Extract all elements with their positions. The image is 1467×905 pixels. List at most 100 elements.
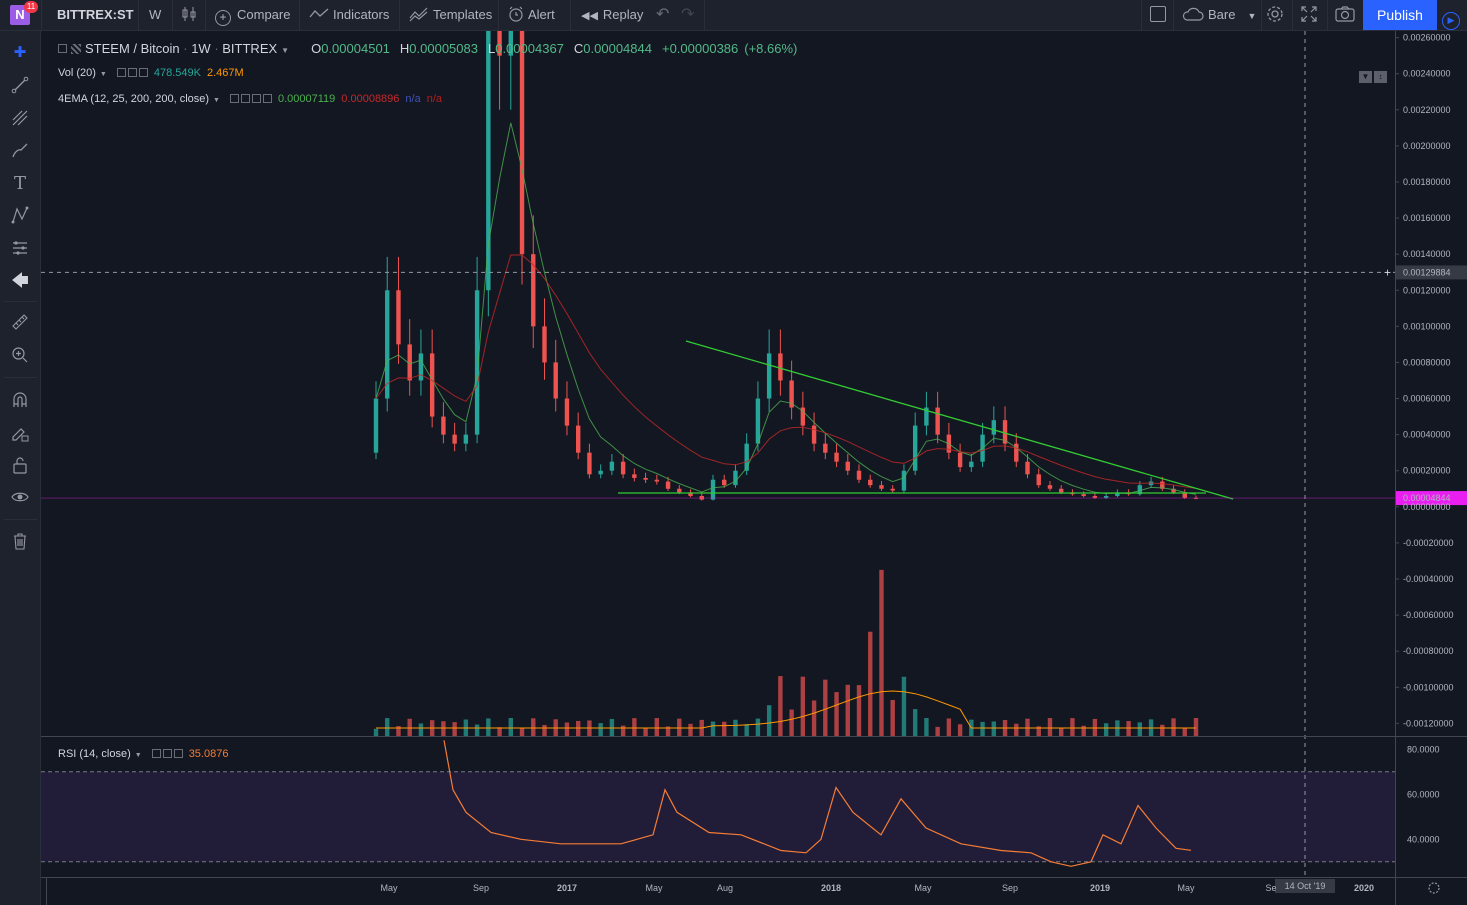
snapshot-button[interactable] bbox=[1335, 0, 1355, 30]
ohlc-open-label: O bbox=[311, 41, 322, 56]
cloud-icon bbox=[1182, 7, 1204, 21]
stay-drawing-tool[interactable] bbox=[10, 424, 30, 444]
candle-body bbox=[890, 488, 895, 491]
eye-icon[interactable] bbox=[229, 94, 239, 103]
toolbar-divider bbox=[299, 0, 300, 30]
trendline-tool[interactable] bbox=[10, 76, 30, 96]
interval-selector[interactable]: W bbox=[149, 7, 162, 22]
chevron-down-icon[interactable]: ▼ bbox=[281, 46, 290, 55]
fullscreen-button[interactable] bbox=[1301, 0, 1317, 30]
pitchfork-tool[interactable] bbox=[10, 109, 30, 129]
last-price-box bbox=[1396, 491, 1467, 506]
volume-bar bbox=[744, 724, 749, 736]
crosshair-tool[interactable]: ✚ bbox=[10, 43, 30, 63]
volume-bar bbox=[564, 722, 570, 736]
chart-type-button[interactable] bbox=[182, 0, 196, 30]
settings-button[interactable] bbox=[1266, 0, 1284, 30]
visibility-tool[interactable] bbox=[10, 488, 30, 508]
close-icon[interactable] bbox=[262, 94, 272, 103]
close-icon[interactable] bbox=[138, 68, 148, 77]
notification-badge: 11 bbox=[24, 1, 38, 13]
legend-interval: 1W bbox=[191, 41, 211, 56]
eye-icon[interactable] bbox=[151, 749, 161, 758]
collapse-pane-icon[interactable]: ▼ bbox=[1359, 71, 1372, 83]
zoom-tool[interactable] bbox=[10, 346, 30, 366]
close-icon[interactable] bbox=[173, 749, 183, 758]
back-tool[interactable]: 🡄 bbox=[10, 271, 30, 291]
pattern-tool[interactable] bbox=[10, 206, 30, 226]
prediction-tool[interactable] bbox=[10, 239, 30, 259]
candles-icon bbox=[182, 7, 196, 21]
candle-body bbox=[429, 353, 435, 417]
rsi-name: RSI (14, close) bbox=[58, 748, 131, 760]
brush-tool[interactable] bbox=[10, 141, 30, 161]
redo-button[interactable]: ↷ bbox=[681, 0, 694, 30]
lock-tool[interactable] bbox=[10, 456, 30, 476]
candle-body bbox=[868, 479, 873, 486]
candle-body bbox=[924, 407, 929, 426]
candle-body bbox=[1137, 485, 1143, 495]
toolbar-divider bbox=[4, 301, 37, 302]
candle-body bbox=[823, 443, 828, 453]
templates-button[interactable]: Templates bbox=[409, 0, 492, 30]
plus-icon[interactable]: + bbox=[1384, 265, 1391, 279]
gear-icon[interactable] bbox=[1428, 882, 1440, 894]
text-tool[interactable]: T bbox=[10, 174, 30, 194]
candle-body bbox=[531, 254, 536, 327]
crosshair-price-label: 0.00129884 bbox=[1403, 267, 1451, 277]
chevron-down-icon[interactable]: ▼ bbox=[134, 752, 142, 759]
layout-label: Bare bbox=[1208, 7, 1236, 22]
compare-button[interactable]: + Compare bbox=[215, 0, 290, 30]
volume-bar bbox=[1137, 722, 1143, 736]
rsi-line bbox=[443, 740, 1192, 867]
candle-body bbox=[935, 407, 940, 435]
volume-bar bbox=[1193, 718, 1199, 736]
chevron-down-icon[interactable]: ▼ bbox=[213, 97, 220, 104]
gear-icon bbox=[1267, 6, 1283, 22]
volume-ma: 2.467M bbox=[206, 67, 244, 79]
collapse-icon[interactable] bbox=[58, 44, 67, 53]
volume-bar bbox=[497, 727, 502, 736]
brush-icon bbox=[12, 143, 28, 158]
pane-controls: ▼ ↕ bbox=[1359, 66, 1387, 84]
undo-button[interactable]: ↶ bbox=[656, 0, 669, 30]
replay-button[interactable]: ◀◀ Replay bbox=[581, 0, 643, 30]
volume-bar bbox=[609, 718, 615, 736]
eye-icon[interactable] bbox=[116, 68, 126, 77]
price-chart[interactable]: 0.00129884 +0.00004844 14 Oct '19 0.002600… bbox=[41, 31, 1467, 905]
candle-body bbox=[418, 353, 424, 381]
candle-body bbox=[609, 461, 615, 471]
candle-body bbox=[497, 31, 502, 56]
gear-icon[interactable] bbox=[127, 68, 137, 77]
indicators-button[interactable]: Indicators bbox=[309, 0, 389, 30]
layout-selector[interactable]: Bare ▼ bbox=[1182, 0, 1256, 30]
fullscreen-layout-button[interactable] bbox=[1150, 0, 1166, 30]
play-button[interactable]: ▶ bbox=[1442, 0, 1460, 30]
gear-icon[interactable] bbox=[240, 94, 250, 103]
volume-bar bbox=[845, 684, 850, 736]
expand-icon bbox=[1301, 6, 1317, 22]
chevron-down-icon: ▼ bbox=[1247, 11, 1257, 21]
remove-drawings-tool[interactable] bbox=[10, 532, 30, 552]
time-tick-label: 2019 bbox=[1090, 883, 1110, 893]
candle-body bbox=[1025, 461, 1030, 475]
time-tick-label: May bbox=[1177, 883, 1195, 893]
copy-icon[interactable] bbox=[251, 94, 261, 103]
ema-25-line bbox=[375, 254, 1197, 489]
magnet-tool[interactable] bbox=[10, 391, 30, 411]
gear-icon[interactable] bbox=[162, 749, 172, 758]
candle-body bbox=[1047, 485, 1053, 489]
pattern-icon bbox=[11, 206, 29, 224]
pair-icon bbox=[71, 44, 81, 54]
rsi-band-fill bbox=[41, 771, 1395, 862]
volume-bar bbox=[935, 726, 940, 736]
symbol-search[interactable]: BITTREX:ST bbox=[57, 7, 134, 22]
publish-button[interactable]: Publish bbox=[1363, 0, 1437, 30]
volume-bar bbox=[901, 676, 907, 736]
measure-tool[interactable] bbox=[10, 313, 30, 333]
maximize-pane-icon[interactable]: ↕ bbox=[1374, 71, 1387, 83]
candle-body bbox=[677, 488, 682, 493]
candle-body bbox=[587, 452, 592, 475]
chevron-down-icon[interactable]: ▼ bbox=[99, 71, 107, 78]
alert-button[interactable]: Alert bbox=[508, 0, 555, 30]
